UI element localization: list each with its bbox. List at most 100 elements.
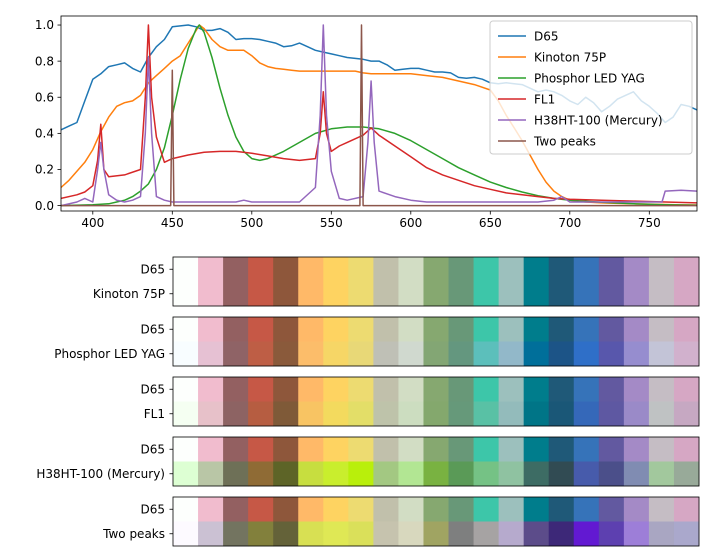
reference-swatch [323,317,349,342]
reference-swatch [623,317,650,342]
test-swatch [523,401,550,427]
y-tick-label: 0.4 [35,127,54,141]
reference-swatch [173,437,199,462]
test-swatch [273,281,299,307]
reference-swatch [348,317,374,342]
reference-swatch [198,317,224,342]
reference-swatch [673,377,700,402]
x-tick-label: 500 [240,216,263,230]
test-swatch [198,341,224,367]
reference-swatch [173,377,199,402]
reference-swatch [598,497,625,522]
y-tick-label: 0.6 [35,90,54,104]
x-tick-label: 600 [399,216,422,230]
reference-swatch [173,257,199,282]
swatch-panel-5: D65 Two peaks [102,496,700,547]
reference-swatch [373,317,399,342]
test-swatch [198,401,224,427]
test-swatch [648,401,675,427]
test-swatch [448,521,474,547]
test-swatch [423,281,449,307]
test-swatch [298,281,324,307]
reference-label: D65 [140,503,165,517]
panel-frame [172,316,700,367]
test-swatch [373,401,399,427]
test-swatch [423,401,449,427]
test-swatch [548,341,575,367]
reference-swatch [173,317,199,342]
test-swatch [248,281,274,307]
reference-swatch [398,317,424,342]
test-swatch [448,461,474,487]
test-swatch [348,401,374,427]
reference-swatch [523,437,550,462]
test-swatch [173,521,199,547]
swatch-panel-2: D65 Phosphor LED YAG [54,316,700,367]
reference-swatch [648,437,675,462]
test-swatch [573,401,600,427]
reference-swatch [498,257,525,282]
reference-swatch [448,437,474,462]
illuminant-label: Phosphor LED YAG [54,347,165,361]
test-swatch [448,401,474,427]
test-swatch [348,281,374,307]
x-tick-label: 700 [558,216,581,230]
x-tick-label: 550 [320,216,343,230]
reference-label: D65 [140,443,165,457]
test-swatch [673,461,700,487]
test-swatch [598,461,625,487]
test-swatch [348,461,374,487]
reference-swatch [498,437,525,462]
panel-frame [172,376,700,427]
test-swatch [248,461,274,487]
legend-label: FL1 [534,92,555,106]
reference-swatch [548,317,575,342]
reference-swatch [373,257,399,282]
swatch-panel-3: D65 FL1 [140,376,700,427]
reference-swatch [298,377,324,402]
test-swatch [173,461,199,487]
test-swatch [198,521,224,547]
test-swatch [623,281,650,307]
reference-swatch [323,437,349,462]
test-swatch [398,341,424,367]
reference-swatch [623,437,650,462]
test-swatch [198,461,224,487]
test-swatch [223,521,249,547]
reference-swatch [498,497,525,522]
reference-label: D65 [140,323,165,337]
reference-swatch [473,497,500,522]
reference-swatch [423,497,449,522]
reference-swatch [523,377,550,402]
reference-swatch [198,257,224,282]
reference-swatch [173,497,199,522]
reference-swatch [298,257,324,282]
y-tick-label: 1.0 [35,18,54,32]
y-tick-label: 0.0 [35,199,54,213]
test-swatch [498,521,525,547]
reference-swatch [248,257,274,282]
test-swatch [648,521,675,547]
reference-swatch [248,377,274,402]
reference-swatch [298,437,324,462]
test-swatch [523,521,550,547]
test-swatch [348,521,374,547]
reference-swatch [423,257,449,282]
test-swatch [523,461,550,487]
reference-swatch [498,317,525,342]
reference-swatch [273,317,299,342]
test-swatch [298,521,324,547]
reference-swatch [623,257,650,282]
reference-swatch [648,257,675,282]
legend-label: Kinoton 75P [534,50,606,64]
test-swatch [323,281,349,307]
legend-frame [489,20,693,155]
reference-swatch [398,377,424,402]
reference-swatch [573,497,600,522]
panel-frame [172,256,700,307]
test-swatch [498,461,525,487]
test-swatch [598,521,625,547]
reference-swatch [223,377,249,402]
test-swatch [273,521,299,547]
reference-swatch [223,257,249,282]
